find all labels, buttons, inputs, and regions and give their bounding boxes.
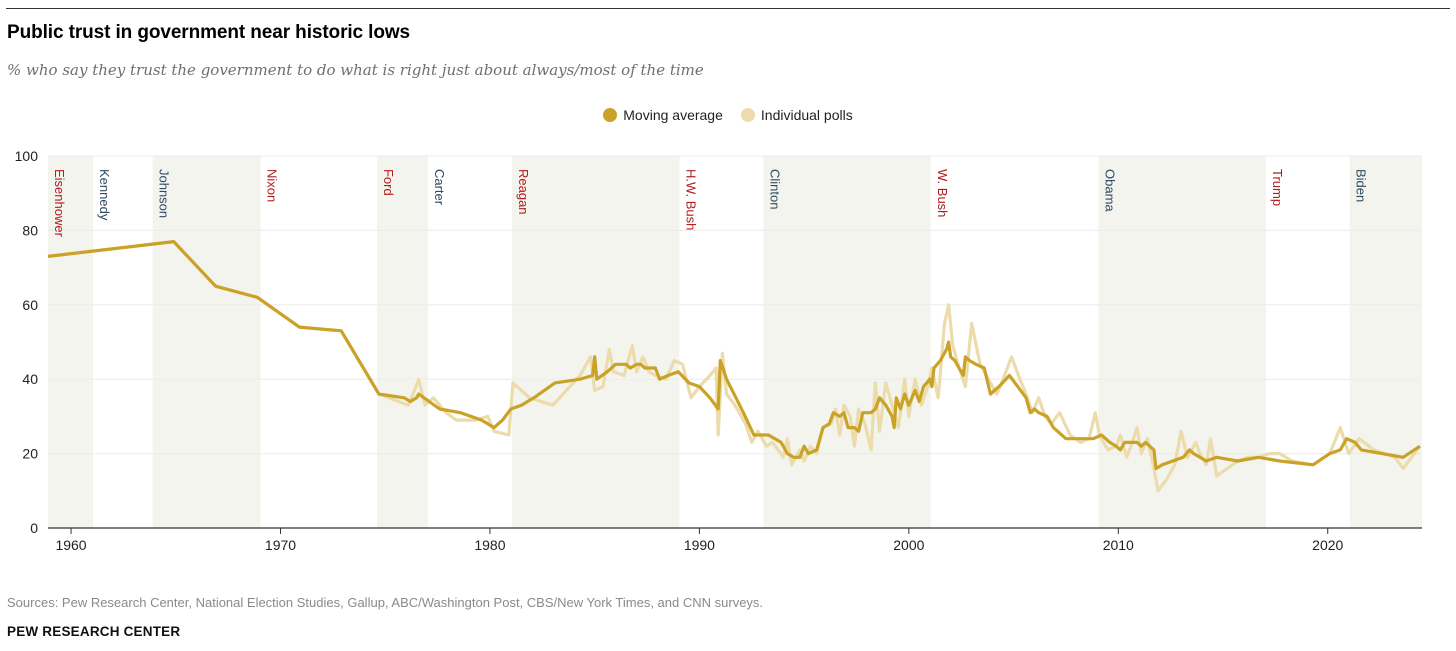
- term-band-obama: [1098, 156, 1266, 528]
- x-tick-label-1960: 1960: [55, 537, 86, 553]
- x-tick-label-1980: 1980: [474, 537, 505, 553]
- president-label-trump: Trump: [1270, 169, 1285, 206]
- chart-subtitle: % who say they trust the government to d…: [7, 61, 704, 79]
- term-band-johnson: [152, 156, 261, 528]
- x-tick-label-2020: 2020: [1312, 537, 1343, 553]
- term-band-clinton: [763, 156, 931, 528]
- chart-title: Public trust in government near historic…: [7, 22, 411, 43]
- president-label-reagan: Reagan: [516, 169, 531, 215]
- legend-label-moving-average: Moving average: [623, 107, 723, 123]
- president-label-carter: Carter: [432, 169, 447, 206]
- president-label-ford: Ford: [381, 169, 396, 196]
- term-band-biden: [1349, 156, 1422, 528]
- term-band-reagan: [511, 156, 680, 528]
- president-label-h-w-bush: H.W. Bush: [683, 169, 698, 230]
- president-label-nixon: Nixon: [265, 169, 280, 202]
- y-tick-label-80: 80: [22, 222, 38, 238]
- term-band-ford: [376, 156, 429, 528]
- chart-legend: Moving average Individual polls: [0, 107, 1456, 123]
- term-band-eisenhower: [48, 156, 94, 528]
- individual-polls-swatch-icon: [740, 108, 755, 122]
- moving-average-line: [47, 240, 1421, 471]
- y-tick-label-40: 40: [22, 371, 38, 387]
- legend-item-moving-average: Moving average: [603, 107, 723, 123]
- source-note: Sources: Pew Research Center, National E…: [7, 595, 764, 610]
- president-label-clinton: Clinton: [767, 169, 782, 209]
- legend-item-individual-polls: Individual polls: [740, 107, 853, 123]
- y-tick-label-0: 0: [30, 520, 38, 536]
- y-tick-label-60: 60: [22, 297, 38, 313]
- president-label-biden: Biden: [1354, 169, 1369, 202]
- top-rule: [6, 8, 1450, 9]
- president-label-kennedy: Kennedy: [97, 169, 112, 221]
- president-label-obama: Obama: [1102, 169, 1117, 212]
- x-tick-label-1970: 1970: [265, 537, 296, 553]
- x-tick-label-1990: 1990: [684, 537, 715, 553]
- moving-average-swatch-icon: [603, 108, 618, 122]
- president-label-johnson: Johnson: [157, 169, 172, 218]
- trust-line-chart: 0 20 40 60 80 100 Eisenhower Kennedy Johnson Nixo…: [15, 148, 1422, 553]
- y-tick-label-100: 100: [15, 148, 39, 164]
- organization-name: PEW RESEARCH CENTER: [7, 624, 181, 639]
- x-tick-label-2000: 2000: [893, 537, 924, 553]
- x-tick-label-2010: 2010: [1103, 537, 1134, 553]
- president-label-w-bush: W. Bush: [935, 169, 950, 217]
- president-label-eisenhower: Eisenhower: [52, 169, 67, 238]
- y-tick-label-20: 20: [22, 446, 38, 462]
- individual-polls-line: [47, 240, 1422, 493]
- legend-label-individual-polls: Individual polls: [760, 107, 853, 123]
